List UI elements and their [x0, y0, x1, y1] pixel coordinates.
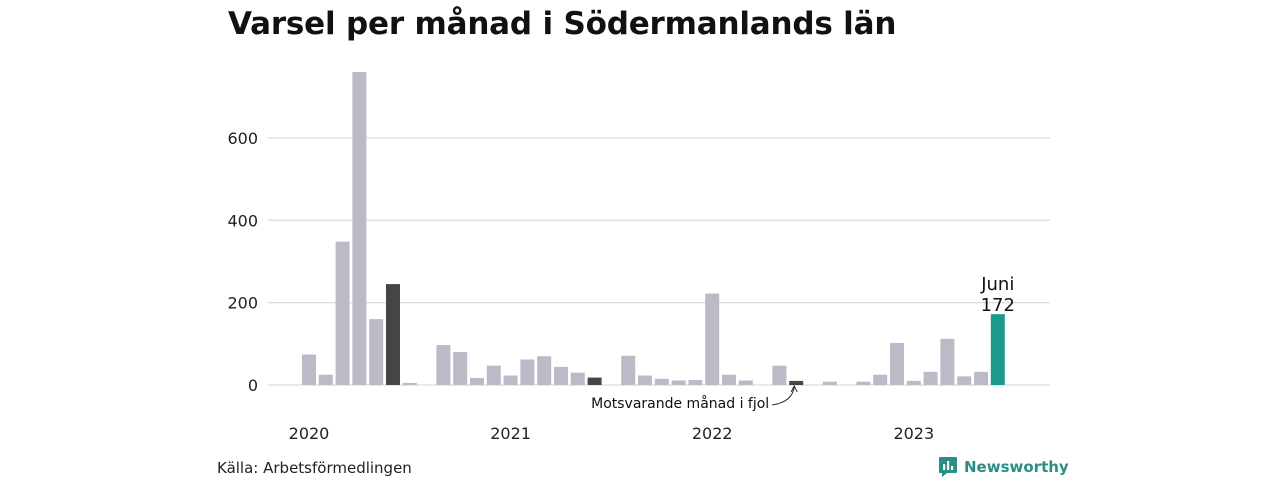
bar-2020-09 [436, 345, 451, 385]
y-axis-tick-labels: 0 200 400 600 [227, 129, 258, 395]
bar-2021-04 [554, 366, 568, 385]
bar-2023-03 [940, 338, 955, 385]
source-note: Källa: Arbetsförmedlingen [217, 459, 412, 477]
bar-2020-02 [318, 374, 333, 385]
bar-2023-04 [957, 376, 972, 385]
bar-2020-11 [470, 377, 484, 385]
bar-2023-05 [974, 371, 988, 385]
annotation-last-year: Motsvarande månad i fjol [591, 395, 769, 412]
bar-2021-02 [520, 359, 535, 385]
y-tick-label: 0 [248, 376, 258, 395]
bar-2021-09 [638, 375, 652, 385]
bar-2021-11 [671, 380, 686, 385]
bars [302, 72, 1005, 385]
bar-2021-10 [654, 378, 669, 385]
bar-2021-06 [587, 377, 602, 385]
bar-2023-01 [906, 380, 921, 385]
bar-2020-07 [402, 382, 417, 385]
current-value-label: 172 [981, 295, 1015, 316]
bar-2022-01 [705, 293, 720, 385]
bar-2021-01 [503, 375, 518, 385]
annotation-arrowhead [790, 384, 798, 393]
bar-2022-12 [890, 342, 904, 385]
bar-2020-12 [486, 365, 501, 385]
bar-2022-05 [772, 365, 787, 385]
bar-2022-11 [873, 374, 888, 385]
bar-2021-03 [537, 356, 552, 385]
bar-2023-02 [923, 371, 938, 385]
bar-2020-10 [453, 352, 468, 385]
bar-2021-05 [570, 372, 585, 385]
bar-2020-06 [386, 284, 400, 385]
bar-2020-04 [352, 72, 367, 385]
y-tick-label: 400 [227, 211, 258, 230]
annotation-arrow [772, 386, 795, 406]
x-tick-label-2023: 2023 [893, 424, 934, 443]
bar-2020-05 [369, 319, 384, 385]
bar-2021-08 [621, 355, 636, 385]
bar-2022-10 [856, 381, 871, 385]
x-axis-year-labels: 2020 2021 2022 2023 [289, 424, 935, 443]
bar-2021-12 [688, 380, 703, 385]
x-tick-label-2020: 2020 [289, 424, 330, 443]
bar-2022-08 [822, 381, 837, 385]
bar-2022-03 [738, 380, 753, 385]
current-month-label: Juni [980, 274, 1014, 295]
bar-2020-01 [302, 354, 316, 385]
bar-2020-03 [335, 241, 350, 385]
brand-name: Newsworthy [964, 458, 1069, 476]
last-year-marker [789, 380, 804, 383]
bar-2023-06 [990, 314, 1005, 385]
bar-2022-06 [789, 382, 804, 385]
brand-logo: Newsworthy [938, 456, 1069, 478]
gridlines [268, 137, 1050, 386]
y-tick-label: 600 [227, 129, 258, 148]
chart-title: Varsel per månad i Södermanlands län [228, 6, 897, 42]
newsworthy-logo-icon [939, 457, 957, 477]
bar-2022-02 [722, 374, 736, 385]
x-tick-label-2021: 2021 [490, 424, 531, 443]
x-tick-label-2022: 2022 [692, 424, 733, 443]
y-tick-label: 200 [227, 294, 258, 313]
